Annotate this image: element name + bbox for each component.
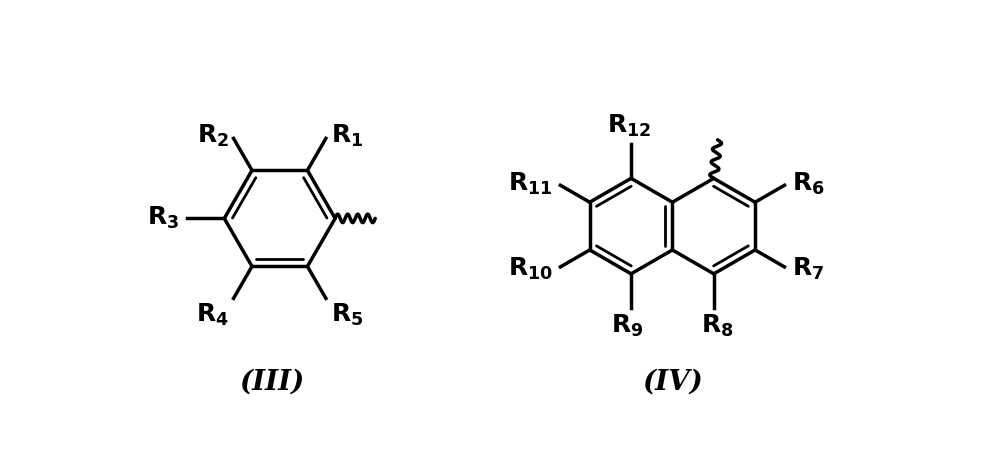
- Text: $\mathbf{R_1}$: $\mathbf{R_1}$: [330, 123, 363, 149]
- Text: $\mathbf{R_6}$: $\mathbf{R_6}$: [792, 171, 825, 197]
- Text: $\mathbf{R_5}$: $\mathbf{R_5}$: [330, 302, 363, 329]
- Text: (III): (III): [240, 369, 305, 396]
- Text: $\mathbf{R_8}$: $\mathbf{R_8}$: [701, 313, 734, 339]
- Text: $\mathbf{R_{12}}$: $\mathbf{R_{12}}$: [606, 113, 651, 139]
- Text: $\mathbf{R_4}$: $\mathbf{R_4}$: [196, 302, 229, 329]
- Text: $\mathbf{R_3}$: $\mathbf{R_3}$: [147, 206, 179, 232]
- Text: $\mathbf{R_{11}}$: $\mathbf{R_{11}}$: [508, 171, 553, 197]
- Text: $\mathbf{R_7}$: $\mathbf{R_7}$: [792, 255, 824, 281]
- Text: (IV): (IV): [642, 369, 703, 396]
- Text: $\mathbf{R_9}$: $\mathbf{R_9}$: [611, 313, 644, 339]
- Text: $\mathbf{R_{10}}$: $\mathbf{R_{10}}$: [508, 255, 553, 281]
- Text: $\mathbf{R_2}$: $\mathbf{R_2}$: [197, 123, 229, 149]
